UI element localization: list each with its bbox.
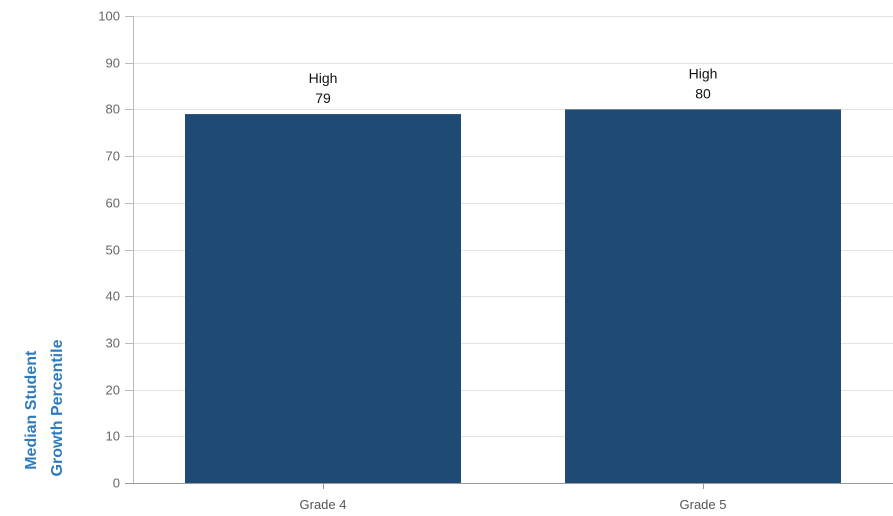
category-label: Grade 5 bbox=[680, 497, 727, 512]
y-tick-label: 90 bbox=[106, 56, 120, 71]
labels: 0 10 20 30 40 50 60 70 80 90 100 Grade 4 High 79 Grade… bbox=[98, 9, 726, 513]
bar-1 bbox=[185, 114, 461, 483]
y-tick-label: 70 bbox=[106, 149, 120, 164]
y-tick-label: 20 bbox=[106, 383, 120, 398]
y-tick-label: 80 bbox=[106, 102, 120, 117]
bars bbox=[185, 109, 841, 484]
y-tick-label: 50 bbox=[106, 243, 120, 258]
category-label: Grade 4 bbox=[300, 497, 347, 512]
bar-rating-label: High bbox=[309, 70, 338, 86]
axes bbox=[125, 16, 893, 489]
y-tick-label: 0 bbox=[113, 476, 120, 491]
bar-value-label: 79 bbox=[315, 90, 331, 106]
bar-rating-label: High bbox=[689, 65, 718, 81]
y-tick-label: 40 bbox=[106, 289, 120, 304]
y-tick-label: 100 bbox=[98, 9, 120, 24]
y-tick-label: 10 bbox=[106, 429, 120, 444]
y-tick-label: 60 bbox=[106, 196, 120, 211]
y-tick-label: 30 bbox=[106, 336, 120, 351]
y-axis-label: Median Student Growth Percentile bbox=[23, 339, 66, 476]
bar-2 bbox=[565, 109, 841, 484]
y-axis-label-line-2: Growth Percentile bbox=[49, 339, 66, 476]
y-axis-label-line-1: Median Student bbox=[23, 350, 40, 470]
bar-value-label: 80 bbox=[695, 85, 711, 101]
